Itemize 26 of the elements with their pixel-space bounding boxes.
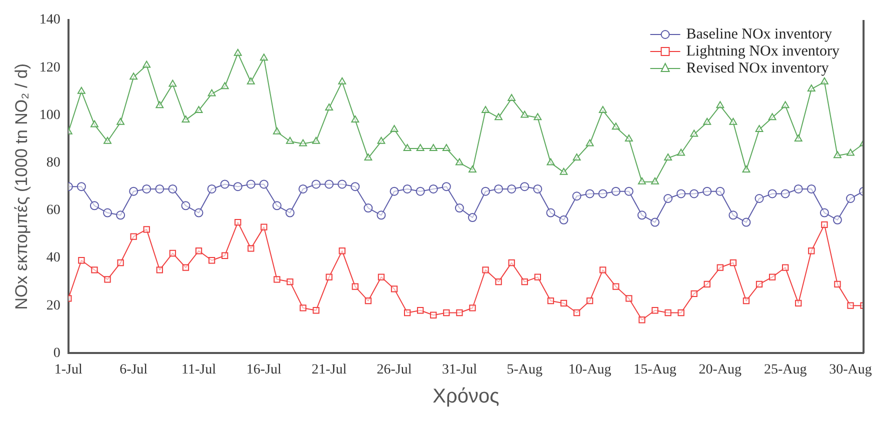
x-tick-label: 11-Jul (182, 362, 216, 378)
x-tick-label: 15-Aug (634, 362, 676, 378)
legend-label: Lightning NOx inventory (686, 43, 840, 60)
x-tick-label: 5-Aug (506, 362, 543, 378)
legend-label: Revised NOx inventory (686, 60, 830, 76)
y-tick-label: 40 (46, 250, 60, 266)
y-tick-label: 100 (39, 108, 60, 123)
x-axis-title: Χρόνος (432, 386, 500, 408)
x-tick-label: 1-Jul (54, 362, 83, 378)
x-tick-label: 6-Jul (120, 362, 148, 378)
x-tick-label: 26-Jul (376, 362, 412, 378)
x-tick-label: 10-Aug (568, 362, 612, 378)
legend-label: Baseline NOx inventory (686, 26, 833, 42)
y-tick-label: 140 (39, 12, 60, 28)
x-tick-label: 25-Aug (764, 362, 807, 378)
y-tick-label: 0 (53, 346, 60, 361)
x-tick-label: 31-Jul (442, 362, 478, 378)
y-tick-label: 120 (39, 60, 60, 76)
x-tick-label: 21-Jul (312, 362, 347, 378)
y-tick-label: 60 (46, 203, 60, 218)
x-tick-label: 16-Jul (246, 362, 282, 378)
y-axis-title: NOx εκπομπές (1000 tn NO₂ / d) (12, 63, 31, 310)
x-tick-label: 20-Aug (698, 362, 742, 378)
y-tick-label: 80 (46, 155, 60, 170)
y-tick-label: 20 (46, 298, 60, 314)
x-tick-label: 30-Aug (829, 362, 872, 378)
